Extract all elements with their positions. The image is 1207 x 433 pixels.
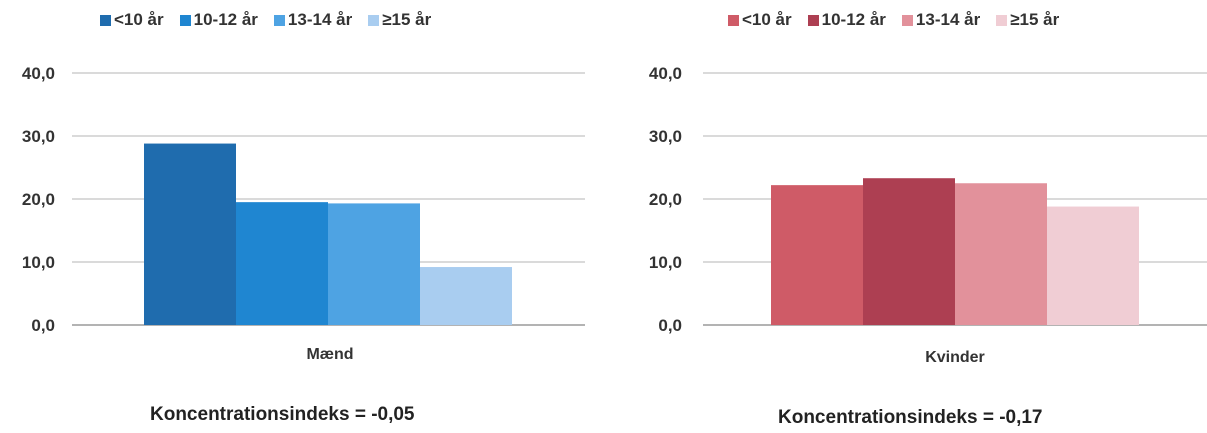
- y-tick-label: 0,0: [658, 316, 682, 335]
- y-tick-label: 20,0: [649, 190, 682, 209]
- legend-item: ≥15 år: [996, 10, 1059, 30]
- legend: <10 år 10-12 år 13-14 år ≥15 år: [100, 10, 431, 30]
- legend-item: ≥15 år: [368, 10, 431, 30]
- legend: <10 år 10-12 år 13-14 år ≥15 år: [728, 10, 1059, 30]
- legend-swatch: [901, 14, 913, 26]
- concentration-index-caption: Koncentrationsindeks = -0,17: [778, 407, 1043, 428]
- legend-swatch: [273, 14, 285, 26]
- y-tick-label: 30,0: [649, 127, 682, 146]
- bar-0: [144, 143, 236, 325]
- legend-item: <10 år: [100, 10, 164, 30]
- legend-swatch: [100, 14, 111, 26]
- legend-swatch: [728, 14, 739, 26]
- legend-label: <10 år: [114, 10, 164, 29]
- bar-3: [1047, 206, 1139, 325]
- y-tick-label: 30,0: [22, 127, 55, 146]
- bar-2: [955, 183, 1047, 325]
- bar-0: [771, 185, 863, 325]
- concentration-index-caption: Koncentrationsindeks = -0,05: [150, 404, 415, 425]
- legend-label: 13-14 år: [287, 10, 353, 29]
- legend-label: <10 år: [742, 10, 792, 29]
- legend-label: 10-12 år: [193, 10, 258, 29]
- bar-chart-kvinder: 0,0 10,0 20,0 30,0 40,0: [649, 64, 1207, 335]
- chart-panel-maend: <10 år 10-12 år 13-14 år ≥15 år 0,0 10,0 2…: [0, 0, 600, 433]
- y-tick-label: 40,0: [649, 64, 682, 83]
- y-tick-label: 10,0: [649, 253, 682, 272]
- legend-label: ≥15 år: [1010, 10, 1060, 29]
- legend-item: <10 år: [728, 10, 792, 30]
- legend-swatch: [179, 14, 191, 26]
- bar-3: [420, 267, 512, 325]
- legend-label: ≥15 år: [382, 10, 432, 29]
- legend-item: 13-14 år: [273, 10, 353, 30]
- bar-1: [863, 178, 955, 325]
- legend-swatch: [996, 14, 1008, 26]
- x-category-label: Mænd: [306, 346, 354, 363]
- legend-item: 10-12 år: [179, 10, 258, 30]
- y-tick-label: 20,0: [22, 190, 55, 209]
- y-tick-label: 0,0: [31, 316, 55, 335]
- legend-label: 10-12 år: [821, 10, 886, 29]
- legend-swatch: [807, 14, 819, 26]
- y-tick-label: 10,0: [22, 253, 55, 272]
- bar-2: [328, 203, 420, 325]
- bar-1: [236, 202, 328, 325]
- bar-chart-maend: 0,0 10,0 20,0 30,0 40,0: [22, 64, 585, 335]
- legend-item: 10-12 år: [807, 10, 886, 30]
- legend-item: 13-14 år: [901, 10, 981, 30]
- y-tick-label: 40,0: [22, 64, 55, 83]
- chart-panel-kvinder: <10 år 10-12 år 13-14 år ≥15 år 0,0 10,0 2…: [600, 0, 1207, 433]
- legend-label: 13-14 år: [915, 10, 981, 29]
- legend-swatch: [368, 14, 380, 26]
- x-category-label: Kvinder: [925, 349, 985, 366]
